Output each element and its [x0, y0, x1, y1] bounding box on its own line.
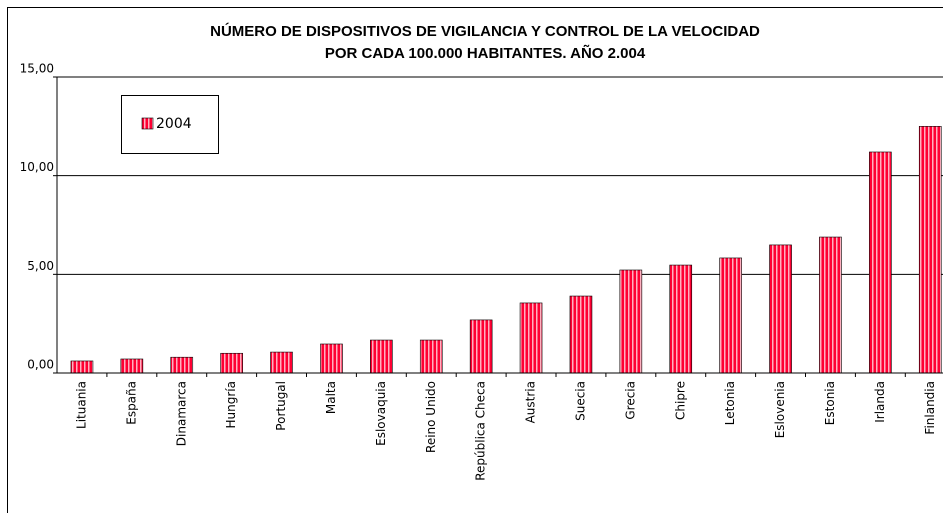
- x-tick-label: Suecia: [573, 381, 587, 421]
- x-tick-label: España: [124, 381, 138, 425]
- bar: [819, 236, 842, 374]
- x-tick-label: Portugal: [274, 381, 288, 431]
- x-tick-label: Eslovaquia: [374, 381, 388, 446]
- x-tick-label: Reino Unido: [424, 381, 438, 453]
- bar: [220, 352, 243, 374]
- bar: [569, 295, 593, 374]
- x-tick-label: Estonia: [823, 381, 837, 425]
- x-tick-label: República Checa: [474, 381, 488, 481]
- x-tick-label: Hungría: [224, 381, 238, 428]
- bar: [519, 302, 543, 374]
- y-tick-label: 5,00: [27, 259, 54, 273]
- bar: [469, 319, 493, 374]
- bar: [918, 126, 942, 374]
- bar: [719, 257, 742, 374]
- legend-label: 2004: [156, 116, 192, 132]
- legend-swatch: [141, 117, 154, 130]
- chart-title: NÚMERO DE DISPOSITIVOS DE VIGILANCIA Y C…: [210, 22, 760, 40]
- y-tick-label: 0,00: [27, 358, 54, 372]
- x-tick-label: Irlanda: [873, 381, 887, 423]
- bar: [619, 269, 643, 374]
- x-tick-label: Lituania: [74, 381, 88, 429]
- bar: [270, 351, 293, 374]
- bar: [370, 339, 393, 374]
- bar: [120, 358, 144, 374]
- bar: [869, 151, 892, 374]
- x-tick-label: Finlandia: [923, 381, 937, 435]
- bar: [170, 356, 194, 374]
- x-tick-label: Chipre: [673, 381, 687, 420]
- y-tick-label: 15,00: [20, 62, 54, 76]
- bar: [769, 244, 792, 374]
- x-tick-label: Austria: [524, 381, 538, 423]
- bar: [419, 339, 443, 374]
- y-tick-label: 10,00: [20, 160, 54, 174]
- chart-title: POR CADA 100.000 HABITANTES. AÑO 2.004: [325, 44, 646, 62]
- x-tick-label: Eslovenia: [773, 381, 787, 438]
- x-tick-label: Malta: [324, 381, 338, 414]
- bar: [669, 264, 693, 374]
- bar: [320, 343, 343, 374]
- legend-box: [121, 95, 219, 154]
- bar: [70, 360, 94, 374]
- x-tick-label: Grecia: [623, 381, 637, 420]
- x-tick-label: Dinamarca: [174, 381, 188, 446]
- x-tick-label: Letonia: [723, 381, 737, 425]
